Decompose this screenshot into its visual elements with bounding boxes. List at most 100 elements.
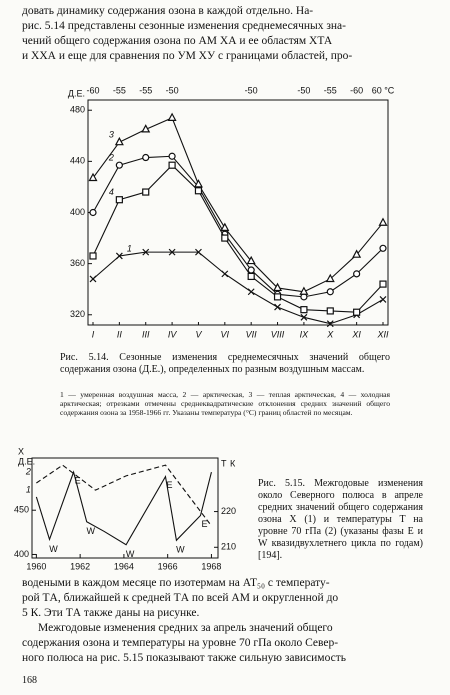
top-axis-label: -55 [139,85,152,95]
marker [300,306,308,314]
phase-label: W [176,545,185,555]
marker [142,153,150,162]
marker [299,286,309,295]
x-tick-label: XII [376,329,389,339]
y2-tick-label: 220 [221,506,236,516]
marker [114,136,124,146]
marker [168,248,176,256]
y-tick-label: 480 [70,105,85,115]
marker [352,249,362,258]
y-axis-label: Д.Е. [68,88,85,98]
marker [89,252,97,260]
x-tick-label: IV [168,329,178,339]
x-tick-label: 1960 [26,561,46,571]
marker [168,161,176,169]
marker [326,320,334,328]
y2-axis-label: T [221,458,227,468]
text-line: и XХА и еще для сравнения по УМ XУ с гра… [22,50,353,62]
marker [115,196,123,204]
marker [193,179,203,188]
marker [353,270,361,278]
text-line: рис. 5.14 представлены сезонные изменени… [22,20,346,32]
phase-label: W [49,544,58,554]
marker [247,288,255,296]
marker [115,161,123,169]
x-tick-label: V [195,329,202,339]
series-line [92,164,384,313]
marker [274,303,281,311]
marker [353,308,361,316]
y-tick-label: 320 [70,309,85,319]
x-tick-label: 1966 [158,561,178,571]
series-label: 2 [25,466,31,476]
series-line [35,470,212,546]
y-tick-label: 360 [70,258,85,268]
y-tick-label: 450 [14,505,29,515]
marker [247,272,255,281]
text-line: ного полюса на рис. 5.15 показывают такж… [22,652,346,664]
text-line: Межгодовые изменения средних за апрель з… [38,622,333,634]
marker [326,288,334,296]
marker [88,172,98,182]
top-axis-label: -50 [245,85,258,95]
phase-label: W [126,549,135,559]
phase-label: W [86,526,95,536]
marker [379,280,387,288]
text-line: содержания озона и температуры на уровне… [22,637,339,649]
top-axis-label: -55 [324,85,337,95]
x-tick-label: 1964 [114,561,134,571]
marker [247,266,255,274]
plot-frame [87,99,389,326]
marker [89,208,97,217]
x-tick-label: 1962 [70,561,90,571]
series-label: 1 [26,484,31,494]
marker [326,307,334,315]
y-tick-label: 440 [70,156,85,166]
x-tick-label: I [92,329,95,339]
figure-caption: Рис. 5.15. Межгодовые изменения около Се… [258,478,423,561]
marker [115,252,123,260]
marker [325,273,335,283]
x-tick-label: VII [246,329,258,339]
top-axis-label: 60 °С [372,85,395,95]
phase-label: E [166,480,172,490]
text-line: чений общего содержания озона по АМ XА и… [22,35,333,47]
x-tick-label: III [142,329,150,339]
top-axis-label: -55 [113,85,126,95]
marker [379,296,387,303]
series-label: 2 [108,153,114,163]
series-line [92,251,384,325]
marker [221,234,229,242]
marker [167,112,177,121]
phase-label: E [201,519,207,529]
y-axis-label: X [18,446,24,456]
top-axis-label: -60 [86,85,99,95]
marker [142,248,150,256]
x-tick-label: VIII [271,329,285,339]
top-axis-label: -50 [297,85,310,95]
text-line: рой TА, ближайшей к средней TА по всей А… [22,592,339,604]
plot-frame [31,457,219,559]
marker [273,293,282,301]
series-line [36,464,212,527]
figure-caption: Рис. 5.14. Сезонные изменения среднемеся… [60,352,390,375]
marker [221,270,229,278]
figure-note: 1 — умеренная воздушная масса, 2 — аркти… [60,390,390,417]
marker [195,248,202,256]
series-line [92,155,384,298]
text-line: довать динамику содержания озона в каждо… [22,5,314,17]
y-tick-label: 400 [70,207,85,217]
series-label: 1 [127,243,132,253]
y-tick-label: 400 [14,549,29,559]
x-tick-label: X [326,329,334,339]
series-label: 4 [109,187,114,197]
x-tick-label: 1968 [201,561,221,571]
y-axis-label: Д.Е. [18,456,35,466]
marker [168,152,176,160]
text-line: 5 К. Эти TА также даны на рисунке. [22,607,200,619]
marker [300,313,308,321]
x-tick-label: XI [351,329,361,339]
y2-tick-label: 210 [221,542,236,552]
